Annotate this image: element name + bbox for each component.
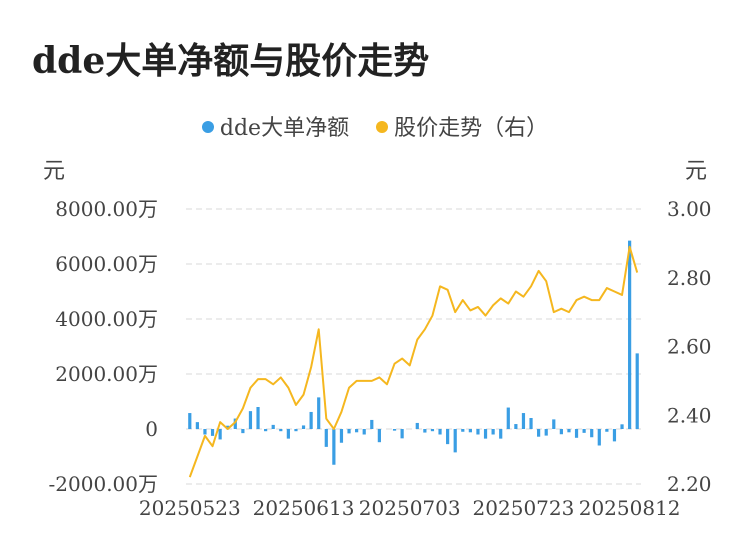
dde-bar: [347, 429, 351, 434]
legend-label-line: 股价走势（右）: [394, 116, 549, 141]
x-tick-label: 20250703: [359, 496, 461, 520]
legend-item-bars[interactable]: dde大单净额: [201, 110, 350, 142]
dde-bar: [256, 407, 260, 429]
dde-bar: [597, 429, 601, 446]
right-axis-unit: 元: [685, 159, 707, 184]
dde-bar: [264, 429, 268, 432]
dde-bar: [324, 429, 328, 447]
dde-bar: [392, 429, 397, 431]
dde-bar: [635, 353, 639, 430]
x-tick-label: 20250812: [579, 496, 681, 520]
dde-bar: [370, 419, 374, 429]
dde-bar: [605, 429, 609, 432]
grid-lines: [186, 208, 641, 485]
dde-bar: [544, 429, 548, 436]
left-tick-label: 8000.00万: [55, 197, 158, 221]
dde-bar: [491, 429, 495, 435]
dde-bar: [294, 429, 298, 432]
x-tick-label: 20250523: [139, 496, 241, 520]
left-tick-label: 6000.00万: [55, 252, 158, 276]
dde-bar: [529, 418, 533, 429]
legend: dde大单净额 股价走势（右）: [0, 110, 750, 142]
axis-labels: 8000.00万 6000.00万 4000.00万 2000.00万 0 -2000.0…: [43, 159, 712, 520]
chart-title: dde大单净额与股价走势: [32, 40, 430, 82]
dde-bar: [567, 429, 571, 433]
left-axis-unit: 元: [43, 159, 65, 184]
dde-bar: [271, 424, 275, 430]
dde-bar: [301, 425, 306, 429]
dde-bar: [521, 413, 526, 429]
dde-bar: [590, 429, 594, 438]
right-tick-label: 2.40: [667, 403, 712, 427]
dde-bar: [286, 429, 290, 439]
left-tick-label: 4000.00万: [55, 307, 158, 331]
dde-bar: [430, 429, 435, 432]
dde-bar: [188, 413, 192, 429]
dde-bar: [377, 429, 381, 443]
legend-item-line[interactable]: 股价走势（右）: [376, 110, 548, 142]
dde-bar: [612, 429, 617, 442]
dde-bar: [468, 429, 472, 433]
dde-bar: [309, 411, 313, 429]
dde-bar: [438, 429, 442, 435]
right-tick-label: 3.00: [667, 197, 712, 221]
dde-bar: [400, 429, 404, 439]
dde-bar: [423, 429, 427, 433]
dde-bar: [628, 240, 632, 430]
dde-bar: [241, 429, 245, 434]
dde-bar: [582, 429, 586, 433]
price-line: [188, 245, 639, 478]
dde-bar: [195, 422, 199, 430]
dde-bar: [620, 424, 624, 429]
legend-label-bars: dde大单净额: [219, 116, 350, 141]
legend-line-swatch: [376, 121, 389, 133]
dde-bar: [218, 429, 222, 440]
x-tick-label: 20250723: [473, 496, 575, 520]
dde-bar: [483, 429, 488, 439]
dde-bar: [203, 429, 207, 435]
dde-bar: [499, 429, 503, 439]
legend-bar-swatch: [201, 121, 214, 133]
dde-bars: [188, 240, 639, 465]
right-tick-label: 2.20: [667, 472, 712, 496]
dde-bar: [574, 429, 579, 438]
dde-bar: [415, 422, 419, 429]
left-tick-label: 2000.00万: [55, 362, 158, 386]
dde-bar: [210, 429, 215, 436]
dde-bar: [476, 429, 480, 435]
dde-bar: [317, 397, 321, 430]
dde-bar: [233, 418, 237, 429]
left-tick-label: 0: [145, 417, 158, 441]
dde-bar: [279, 429, 283, 432]
dde-bar: [559, 429, 563, 435]
dde-bar: [506, 407, 510, 429]
right-tick-label: 2.80: [667, 266, 712, 290]
dde-bar: [453, 429, 457, 453]
dde-bar: [461, 429, 465, 432]
dde-bar: [362, 429, 366, 435]
dde-bar: [226, 425, 230, 429]
dde-bar: [355, 429, 359, 433]
left-tick-label: -2000.00万: [49, 472, 158, 496]
dde-bar: [339, 429, 344, 443]
dde-bar: [552, 419, 556, 430]
dde-bar: [332, 429, 336, 465]
dde-bar: [514, 424, 518, 429]
dde-bar: [537, 429, 541, 437]
x-tick-label: 20250613: [253, 496, 355, 520]
dde-bar: [446, 429, 450, 445]
dde-bar: [248, 411, 253, 430]
right-tick-label: 2.60: [667, 335, 712, 359]
